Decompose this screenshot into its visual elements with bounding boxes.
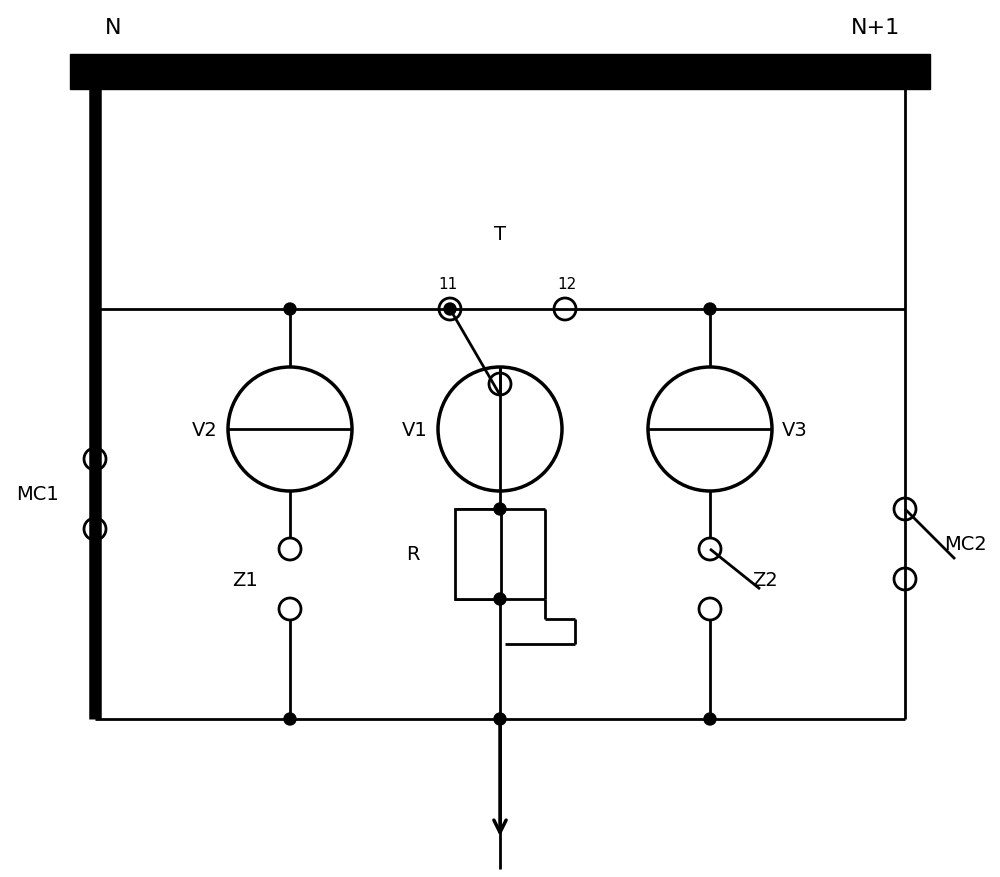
Bar (455, 510, 501, 599)
Text: Z2: Z2 (752, 570, 778, 588)
Text: N+1: N+1 (851, 18, 900, 38)
Text: V3: V3 (782, 420, 808, 439)
Text: R: R (406, 545, 420, 564)
Text: 12: 12 (557, 276, 577, 292)
Text: N: N (105, 18, 122, 38)
Circle shape (494, 503, 506, 516)
Text: 11: 11 (438, 276, 458, 292)
Text: V1: V1 (402, 420, 428, 439)
Text: Z1: Z1 (232, 570, 258, 588)
Text: V2: V2 (192, 420, 218, 439)
Circle shape (494, 594, 506, 605)
Circle shape (704, 303, 716, 316)
Circle shape (284, 303, 296, 316)
Text: T: T (494, 225, 506, 244)
Circle shape (444, 303, 456, 316)
Circle shape (284, 713, 296, 725)
Circle shape (704, 713, 716, 725)
Text: MC1: MC1 (16, 485, 58, 504)
Text: MC2: MC2 (944, 535, 986, 554)
Circle shape (494, 713, 506, 725)
